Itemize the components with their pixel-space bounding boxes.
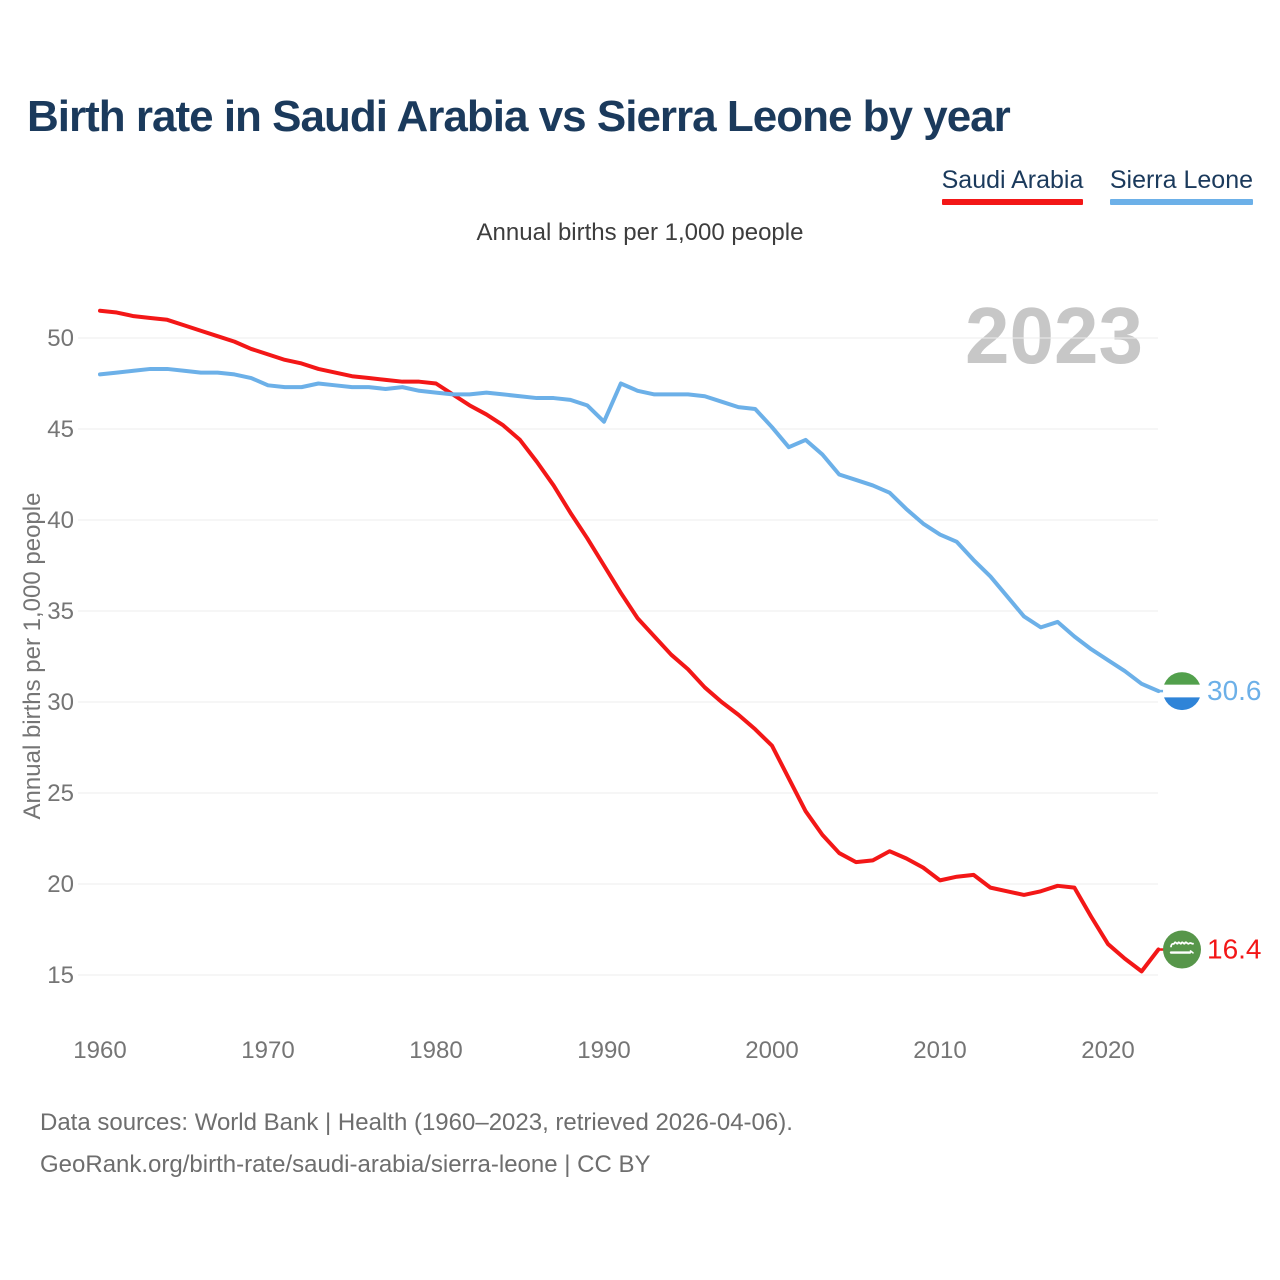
saudi-arabia-flag-icon — [1163, 930, 1201, 969]
legend-label-saudi-arabia: Saudi Arabia — [941, 166, 1084, 194]
x-tick-label-2000: 2000 — [745, 1037, 798, 1064]
end-value-label-sierra-leone: 30.6 — [1207, 675, 1262, 706]
legend-swatch-sierra-leone — [1109, 199, 1253, 205]
watermark-year-label: 2023 — [965, 291, 1143, 380]
x-tick-label-1960: 1960 — [73, 1037, 126, 1064]
axis-tick-labels: 15 20 25 30 35 40 45 50 1960 1970 1980 1990 2000 2010… — [47, 325, 1134, 1064]
y-tick-label-15: 15 — [47, 962, 74, 989]
x-tick-label-1980: 1980 — [409, 1037, 462, 1064]
x-tick-label-2020: 2020 — [1081, 1037, 1134, 1064]
y-tick-label-30: 30 — [47, 689, 74, 716]
legend-swatch-saudi-arabia — [941, 199, 1084, 205]
series-line-saudi-arabia — [98, 308, 1161, 974]
line-chart: 2023 Annual births per 1,000 people 15 20… — [19, 291, 1262, 1064]
series-line-sierra-leone — [98, 366, 1161, 694]
x-tick-label-1970: 1970 — [241, 1037, 294, 1064]
y-axis-title: Annual births per 1,000 people — [19, 493, 46, 820]
series-lines — [98, 308, 1161, 974]
y-tick-label-45: 45 — [47, 416, 74, 443]
sierra-leone-flag-icon — [1163, 672, 1201, 711]
footer: Data sources: World Bank | Health (1960–… — [40, 1102, 793, 1186]
y-tick-label-40: 40 — [47, 507, 74, 534]
legend-item-saudi-arabia[interactable]: Saudi Arabia — [941, 166, 1084, 205]
y-tick-label-25: 25 — [47, 780, 74, 807]
legend-label-sierra-leone: Sierra Leone — [1109, 166, 1253, 194]
x-tick-label-2010: 2010 — [913, 1037, 966, 1064]
x-tick-label-1990: 1990 — [577, 1037, 630, 1064]
chart-subtitle: Annual births per 1,000 people — [476, 219, 804, 246]
page-title: Birth rate in Saudi Arabia vs Sierra Leo… — [27, 92, 1011, 141]
footer-sources: Data sources: World Bank | Health (1960–… — [40, 1109, 793, 1136]
footer-attribution: GeoRank.org/birth-rate/saudi-arabia/sier… — [40, 1151, 651, 1178]
end-value-label-saudi-arabia: 16.4 — [1207, 934, 1262, 965]
legend: Saudi Arabia Sierra Leone — [920, 166, 1253, 205]
y-tick-label-50: 50 — [47, 325, 74, 352]
legend-item-sierra-leone[interactable]: Sierra Leone — [1109, 166, 1253, 205]
gridlines — [78, 337, 1158, 976]
end-markers: 16.4 30.6 — [1158, 672, 1262, 969]
y-tick-label-35: 35 — [47, 598, 74, 625]
y-tick-label-20: 20 — [47, 871, 74, 898]
